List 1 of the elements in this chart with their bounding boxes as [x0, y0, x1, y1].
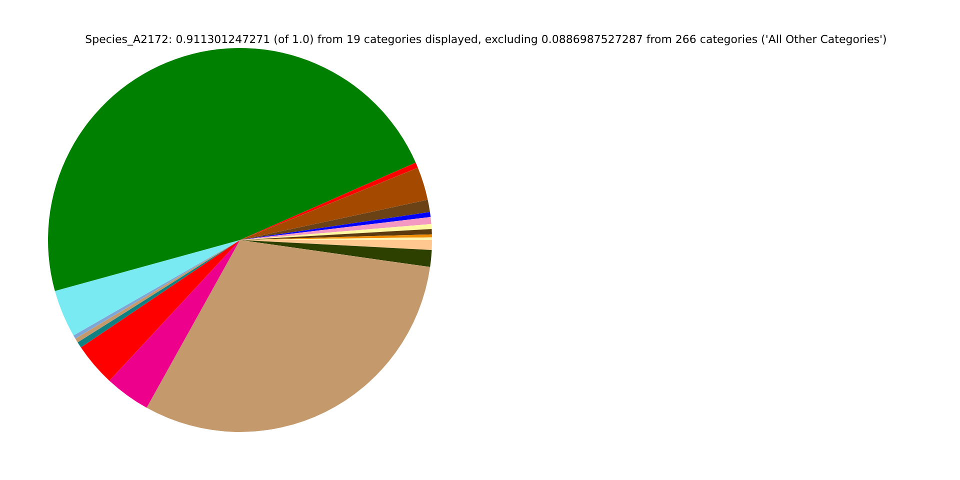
- text: Species_A2172: 0.911301247271 (of 1.0) from 19 categories displayed, excluding 0.0886987527287 from 266 categories ('All Other Categories'): [84, 33, 888, 46]
